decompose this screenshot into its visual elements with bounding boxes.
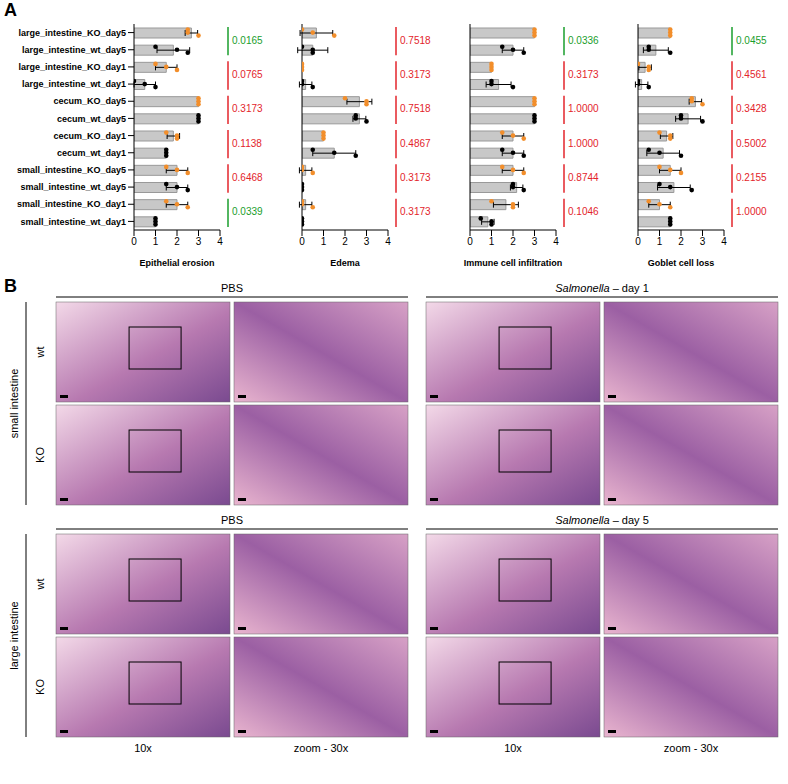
svg-text:0.4561: 0.4561 bbox=[736, 69, 767, 80]
svg-text:large_intestine_KO_day1: large_intestine_KO_day1 bbox=[18, 62, 126, 72]
svg-text:2: 2 bbox=[510, 236, 516, 247]
svg-text:small_intestine_KO_day5: small_intestine_KO_day5 bbox=[17, 165, 126, 175]
svg-text:large intestine: large intestine bbox=[8, 601, 20, 670]
svg-text:0.3173: 0.3173 bbox=[400, 172, 431, 183]
svg-text:small_intestine_wt_day5: small_intestine_wt_day5 bbox=[20, 182, 126, 192]
svg-text:Immune cell infiltration: Immune cell infiltration bbox=[464, 258, 563, 268]
svg-text:zoom - 30x: zoom - 30x bbox=[664, 742, 719, 754]
svg-text:1.0000: 1.0000 bbox=[568, 138, 599, 149]
svg-text:3: 3 bbox=[700, 236, 706, 247]
svg-text:Edema: Edema bbox=[330, 258, 361, 268]
svg-text:Salmonella – day 1: Salmonella – day 1 bbox=[555, 282, 649, 294]
svg-text:large_intestine_KO_day5: large_intestine_KO_day5 bbox=[18, 28, 126, 38]
svg-text:KO: KO bbox=[34, 447, 46, 463]
svg-text:4: 4 bbox=[553, 236, 559, 247]
svg-text:0.6468: 0.6468 bbox=[232, 172, 263, 183]
svg-text:1: 1 bbox=[321, 236, 327, 247]
svg-text:0.0765: 0.0765 bbox=[232, 69, 263, 80]
svg-text:small_intestine_wt_day1: small_intestine_wt_day1 bbox=[20, 217, 126, 227]
svg-text:1: 1 bbox=[489, 236, 495, 247]
svg-text:0.7518: 0.7518 bbox=[400, 35, 431, 46]
svg-text:KO: KO bbox=[34, 679, 46, 695]
svg-text:0.3173: 0.3173 bbox=[232, 103, 263, 114]
svg-text:Salmonella – day 5: Salmonella – day 5 bbox=[555, 514, 649, 526]
svg-text:0.5002: 0.5002 bbox=[736, 138, 767, 149]
svg-text:cecum_wt_day1: cecum_wt_day1 bbox=[57, 148, 126, 158]
svg-text:0.1046: 0.1046 bbox=[568, 206, 599, 217]
svg-text:0.7518: 0.7518 bbox=[400, 103, 431, 114]
svg-text:0.3173: 0.3173 bbox=[400, 206, 431, 217]
svg-text:4: 4 bbox=[385, 236, 391, 247]
svg-text:wt: wt bbox=[34, 347, 46, 359]
svg-text:2: 2 bbox=[342, 236, 348, 247]
svg-text:0.4867: 0.4867 bbox=[400, 138, 431, 149]
svg-text:2: 2 bbox=[174, 236, 180, 247]
svg-text:0.0336: 0.0336 bbox=[568, 35, 599, 46]
svg-text:large_intestine_wt_day5: large_intestine_wt_day5 bbox=[22, 45, 126, 55]
svg-text:10x: 10x bbox=[504, 742, 522, 754]
svg-text:B: B bbox=[4, 276, 17, 296]
svg-text:Epithelial erosion: Epithelial erosion bbox=[139, 258, 214, 268]
svg-text:3: 3 bbox=[196, 236, 202, 247]
svg-text:PBS: PBS bbox=[221, 514, 243, 526]
svg-text:0: 0 bbox=[299, 236, 305, 247]
svg-text:3: 3 bbox=[532, 236, 538, 247]
svg-text:Goblet cell loss: Goblet cell loss bbox=[648, 258, 715, 268]
svg-text:0: 0 bbox=[131, 236, 137, 247]
svg-text:cecum_KO_day1: cecum_KO_day1 bbox=[53, 131, 126, 141]
svg-text:0.8744: 0.8744 bbox=[568, 172, 599, 183]
svg-text:cecum_wt_day5: cecum_wt_day5 bbox=[57, 114, 126, 124]
svg-text:1: 1 bbox=[153, 236, 159, 247]
svg-text:1: 1 bbox=[657, 236, 663, 247]
svg-text:0.1138: 0.1138 bbox=[232, 138, 262, 149]
svg-text:4: 4 bbox=[217, 236, 223, 247]
svg-text:3: 3 bbox=[364, 236, 370, 247]
svg-text:0: 0 bbox=[635, 236, 641, 247]
svg-text:4: 4 bbox=[721, 236, 727, 247]
svg-text:1.0000: 1.0000 bbox=[568, 103, 599, 114]
svg-text:small_intestine_KO_day1: small_intestine_KO_day1 bbox=[17, 199, 126, 209]
svg-text:small intestine: small intestine bbox=[8, 369, 20, 439]
html-text:A: A bbox=[4, 0, 17, 20]
svg-text:1.0000: 1.0000 bbox=[736, 206, 767, 217]
svg-text:0.0165: 0.0165 bbox=[232, 35, 263, 46]
svg-text:0: 0 bbox=[467, 236, 473, 247]
svg-text:0.2155: 0.2155 bbox=[736, 172, 767, 183]
svg-text:0.3428: 0.3428 bbox=[736, 103, 767, 114]
svg-text:0.0339: 0.0339 bbox=[232, 206, 263, 217]
svg-text:PBS: PBS bbox=[221, 282, 243, 294]
svg-text:0.0455: 0.0455 bbox=[736, 35, 767, 46]
svg-text:zoom - 30x: zoom - 30x bbox=[294, 742, 349, 754]
svg-text:0.3173: 0.3173 bbox=[400, 69, 431, 80]
svg-text:wt: wt bbox=[34, 579, 46, 591]
svg-text:cecum_KO_day5: cecum_KO_day5 bbox=[53, 96, 126, 106]
svg-text:large_intestine_wt_day1: large_intestine_wt_day1 bbox=[22, 79, 126, 89]
svg-text:0.3173: 0.3173 bbox=[568, 69, 599, 80]
svg-text:2: 2 bbox=[678, 236, 684, 247]
svg-text:10x: 10x bbox=[134, 742, 152, 754]
